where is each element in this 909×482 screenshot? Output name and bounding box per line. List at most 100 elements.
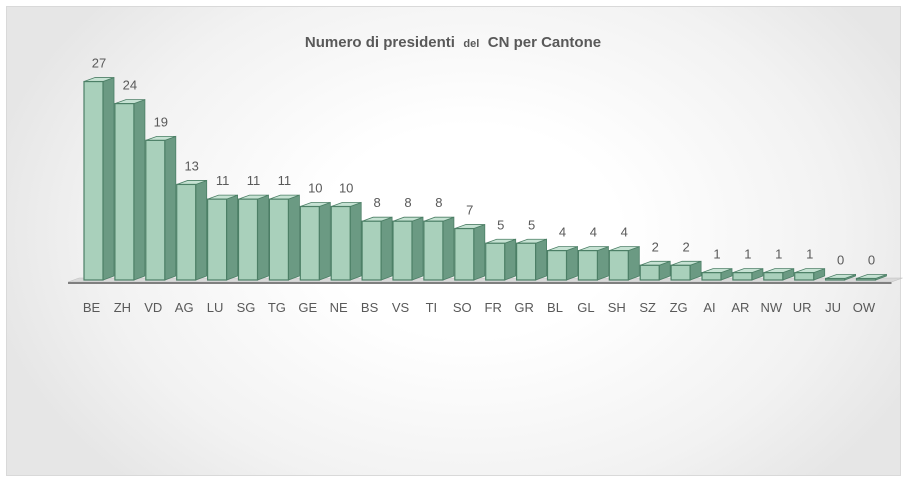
bar-front <box>145 139 166 281</box>
bar-ar <box>732 268 764 281</box>
bar-ai <box>701 268 733 281</box>
bar-front <box>454 227 475 281</box>
x-tick-sz: SZ <box>639 300 656 315</box>
x-tick-ar: AR <box>731 300 749 315</box>
bar-side <box>442 216 455 281</box>
data-label-zg: 2 <box>682 239 689 254</box>
bar-front <box>639 264 660 281</box>
bar-side <box>102 76 115 281</box>
bar-ur <box>794 268 826 281</box>
bar-zh <box>114 99 146 281</box>
x-tick-ju: JU <box>825 300 841 315</box>
data-label-be: 27 <box>92 56 106 71</box>
bar-side <box>257 194 269 281</box>
data-label-bl: 4 <box>559 225 566 240</box>
data-label-gl: 4 <box>590 225 597 240</box>
x-tick-zh: ZH <box>114 300 131 315</box>
bar-be <box>83 76 115 281</box>
x-tick-zg: ZG <box>670 300 688 315</box>
bar-side <box>504 238 517 281</box>
data-label-sg: 11 <box>247 173 261 188</box>
bar-sh <box>608 246 640 281</box>
bar-front <box>732 272 753 281</box>
x-tick-ai: AI <box>703 300 715 315</box>
chart-title-part3: CN per Cantone <box>488 34 601 51</box>
x-tick-lu: LU <box>207 300 224 315</box>
x-tick-bl: BL <box>547 300 563 315</box>
bar-front <box>794 272 815 281</box>
bar-sz <box>639 260 671 281</box>
bar-front <box>485 242 506 281</box>
x-tick-so: SO <box>453 300 472 315</box>
x-tick-tg: TG <box>268 300 286 315</box>
bar-front <box>268 198 289 281</box>
bar-front <box>176 183 197 281</box>
floor-edge <box>68 282 892 284</box>
bar-side <box>195 179 208 281</box>
bar-sg <box>237 194 269 281</box>
data-label-ti: 8 <box>435 195 442 210</box>
bar-fr <box>485 238 517 281</box>
x-tick-bs: BS <box>361 300 379 315</box>
x-tick-sg: SG <box>237 300 256 315</box>
bar-side <box>349 201 362 281</box>
bar-gr <box>515 238 547 281</box>
data-label-ju: 0 <box>837 253 844 268</box>
data-label-bs: 8 <box>373 195 380 210</box>
bar-front <box>670 264 691 281</box>
data-label-vs: 8 <box>404 195 411 210</box>
bar-ag <box>176 179 208 281</box>
bar-front <box>361 220 382 281</box>
bar-front <box>114 102 135 281</box>
bar-ge <box>299 201 331 281</box>
bar-front <box>701 272 722 281</box>
data-label-ai: 1 <box>713 247 720 262</box>
bar-front <box>207 198 228 281</box>
bar-side <box>597 246 609 281</box>
data-label-fr: 5 <box>497 217 504 232</box>
data-label-sz: 2 <box>652 239 659 254</box>
x-tick-ag: AG <box>175 300 194 315</box>
data-label-so: 7 <box>466 203 473 218</box>
x-tick-ow: OW <box>853 300 876 315</box>
data-label-nw: 1 <box>775 247 782 262</box>
bar-front <box>515 242 537 281</box>
bar-side <box>411 216 424 281</box>
bar-bs <box>361 216 393 281</box>
x-tick-ge: GE <box>298 300 317 315</box>
bar-zg <box>670 260 702 281</box>
bar-front <box>763 272 784 281</box>
bar-side <box>566 246 578 281</box>
chart-title: Numero di presidenti del CN per Cantone <box>305 34 601 51</box>
bar-side <box>380 216 393 281</box>
x-tick-nw: NW <box>760 300 782 315</box>
bar-side <box>133 99 146 281</box>
bar-front <box>824 277 846 281</box>
bar-front <box>330 205 351 281</box>
bar-bl <box>546 246 578 281</box>
bar-vs <box>392 216 424 281</box>
x-tick-fr: FR <box>485 300 502 315</box>
bars-group <box>83 76 887 281</box>
data-label-gr: 5 <box>528 217 535 232</box>
bar-so <box>454 223 486 281</box>
x-tick-labels-group: BE ZH VD AG LU SG TG GE NE BS VS TI SO FR GR BL GL SH SZ ZG… <box>83 300 876 315</box>
data-label-tg: 11 <box>278 173 292 188</box>
bar-front <box>546 250 568 281</box>
x-tick-be: BE <box>83 300 101 315</box>
bar-gl <box>577 246 609 281</box>
chart-title-part2: del <box>463 38 479 50</box>
bar-front <box>392 220 413 281</box>
bar-front <box>423 220 444 281</box>
bar-lu <box>207 194 239 281</box>
data-label-ne: 10 <box>339 181 353 196</box>
bar-side <box>226 194 239 281</box>
bar-front <box>237 198 259 281</box>
bar-ow <box>855 273 887 281</box>
bar-tg <box>268 194 300 281</box>
bar-side <box>287 194 300 281</box>
chart-title-part1: Numero di presidenti <box>305 34 455 51</box>
data-label-zh: 24 <box>123 78 137 93</box>
